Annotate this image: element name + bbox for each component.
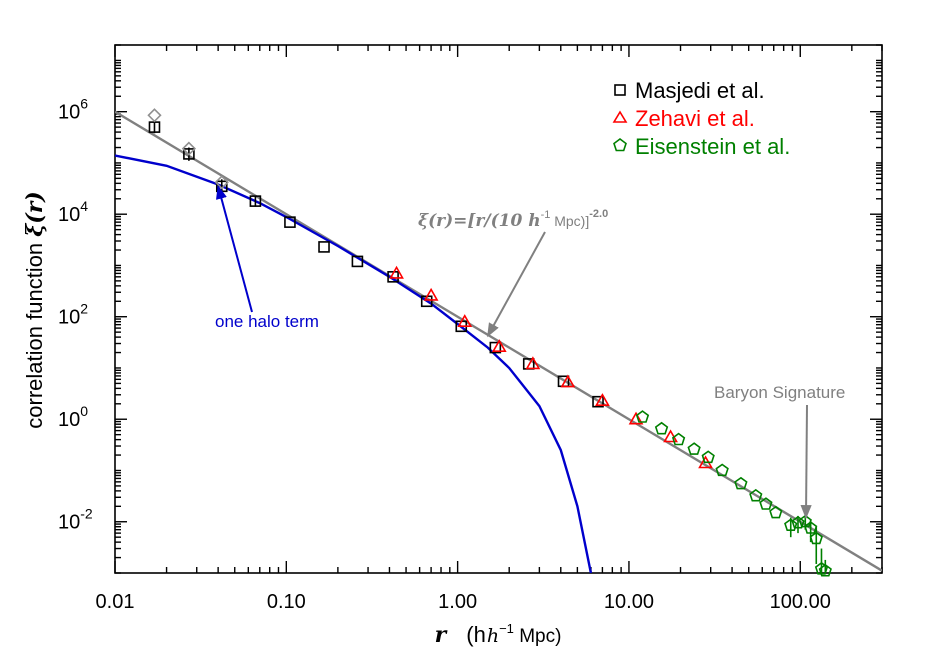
x-tick-label: 10.00 xyxy=(604,591,654,613)
pentagon-marker xyxy=(701,450,715,464)
square-marker xyxy=(351,255,364,268)
legend-item-masjedi: Masjedi et al. xyxy=(614,78,765,103)
x-tick-label: 1.00 xyxy=(438,591,477,613)
data-points xyxy=(147,108,832,577)
legend-label-eisenstein: Eisenstein et al. xyxy=(635,134,790,159)
diamond-marker xyxy=(181,141,197,156)
legend: Masjedi et al. Zehavi et al. Eisenstein … xyxy=(612,78,790,159)
triangle-marker xyxy=(457,314,473,327)
baryon-arrow xyxy=(800,404,812,520)
legend-triangle-marker xyxy=(612,110,628,123)
square-marker xyxy=(249,195,262,207)
square-marker xyxy=(183,148,195,160)
y-tick-label: 106 xyxy=(58,96,88,124)
legend-item-zehavi: Zehavi et al. xyxy=(612,106,755,131)
square-marker xyxy=(387,271,399,283)
pentagon-marker xyxy=(635,410,650,423)
pentagon-marker xyxy=(734,476,748,490)
y-tick-label: 10-2 xyxy=(58,506,93,534)
square-marker xyxy=(592,395,604,408)
plot-frame xyxy=(114,44,883,574)
one-halo-arrow xyxy=(216,184,253,313)
pentagon-marker xyxy=(749,488,763,502)
pentagon-marker xyxy=(804,521,818,534)
power-law-label: ξ(r)=[r/(10 h-1 Mpc)]-2.0 xyxy=(418,208,608,231)
pentagon-marker xyxy=(654,421,669,435)
pentagon-marker xyxy=(791,515,805,529)
triangle-marker xyxy=(423,287,439,301)
legend-pentagon-marker xyxy=(613,138,627,152)
triangle-marker xyxy=(663,429,678,443)
x-tick-label: 100.00 xyxy=(770,591,831,613)
pentagon-marker xyxy=(687,442,701,455)
annotations xyxy=(216,184,812,520)
axis-ticks: 0.01 0.10 1.00 10.00 100.00 10-2 100 102 104 106 xyxy=(58,44,883,613)
series-2 xyxy=(635,410,832,577)
triangle-marker xyxy=(491,339,507,353)
legend-label-masjedi: Masjedi et al. xyxy=(635,78,765,103)
triangle-marker xyxy=(389,265,404,279)
pentagon-marker xyxy=(671,432,686,446)
square-marker xyxy=(284,216,296,228)
x-tick-label: 0.10 xyxy=(267,591,306,613)
pentagon-marker xyxy=(769,505,783,519)
x-tick-label: 0.01 xyxy=(96,591,135,613)
square-marker xyxy=(318,241,330,253)
square-marker xyxy=(489,341,502,354)
pentagon-marker xyxy=(818,563,832,577)
x-axis-label: r (hh−1 Mpc) xyxy=(435,621,562,648)
y-tick-label: 102 xyxy=(58,301,88,329)
pentagon-marker xyxy=(715,463,729,477)
diamond-marker xyxy=(147,108,162,123)
triangle-marker xyxy=(525,356,541,370)
legend-label-zehavi: Zehavi et al. xyxy=(635,106,755,131)
triangle-marker xyxy=(628,411,644,425)
y-tick-label: 104 xyxy=(58,198,88,226)
triangle-marker xyxy=(560,374,576,388)
legend-square-marker xyxy=(614,84,626,96)
pentagon-marker xyxy=(784,518,798,531)
triangle-marker xyxy=(595,393,610,406)
y-axis-label: correlation function ξ(r) xyxy=(22,191,48,428)
pentagon-marker xyxy=(809,531,823,545)
series-1 xyxy=(389,265,713,469)
y-tick-label: 100 xyxy=(58,403,88,431)
baryon-signature-label: Baryon Signature xyxy=(714,383,845,402)
power-law-arrow xyxy=(486,231,546,338)
pentagon-marker xyxy=(759,497,773,510)
legend-item-eisenstein: Eisenstein et al. xyxy=(613,134,790,159)
one-halo-label: one halo term xyxy=(215,312,319,331)
